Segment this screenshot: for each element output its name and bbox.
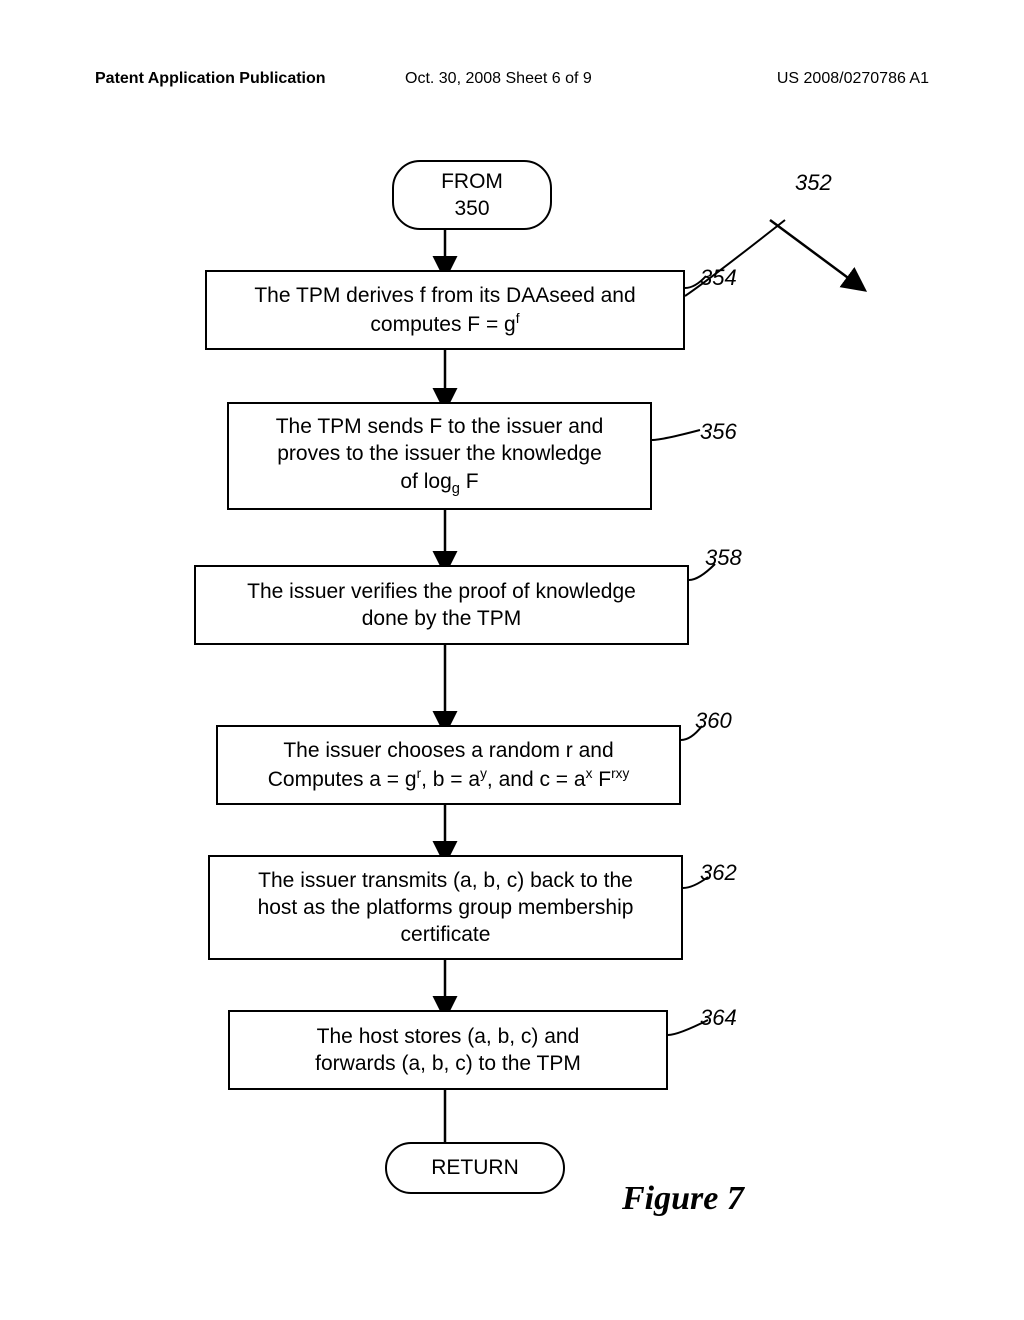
ref-label-360: 360: [695, 708, 732, 734]
ref-label-362: 362: [700, 860, 737, 886]
flow-node-b360: The issuer chooses a random r andCompute…: [216, 725, 681, 805]
ref-label-358: 358: [705, 545, 742, 571]
flowchart-figure: FROM350 The TPM derives f from its DAAsee…: [0, 130, 1024, 1260]
flow-node-start: FROM350: [392, 160, 552, 230]
ref-label-356: 356: [700, 419, 737, 445]
flow-node-b356: The TPM sends F to the issuer andproves …: [227, 402, 652, 510]
flow-node-b354: The TPM derives f from its DAAseed andco…: [205, 270, 685, 350]
header-mid: Oct. 30, 2008 Sheet 6 of 9: [405, 70, 592, 88]
header-left: Patent Application Publication: [95, 70, 326, 88]
ref-label-364: 364: [700, 1005, 737, 1031]
header-right: US 2008/0270786 A1: [777, 70, 929, 88]
ref-label-352: 352: [795, 170, 832, 196]
figure-caption: Figure 7: [622, 1180, 744, 1218]
flow-node-b364: The host stores (a, b, c) andforwards (a…: [228, 1010, 668, 1090]
flow-node-b358: The issuer verifies the proof of knowled…: [194, 565, 689, 645]
page: Patent Application Publication Oct. 30, …: [0, 0, 1024, 1320]
flow-node-b362: The issuer transmits (a, b, c) back to t…: [208, 855, 683, 960]
ref-label-354: 354: [700, 265, 737, 291]
flow-node-return: RETURN: [385, 1142, 565, 1194]
